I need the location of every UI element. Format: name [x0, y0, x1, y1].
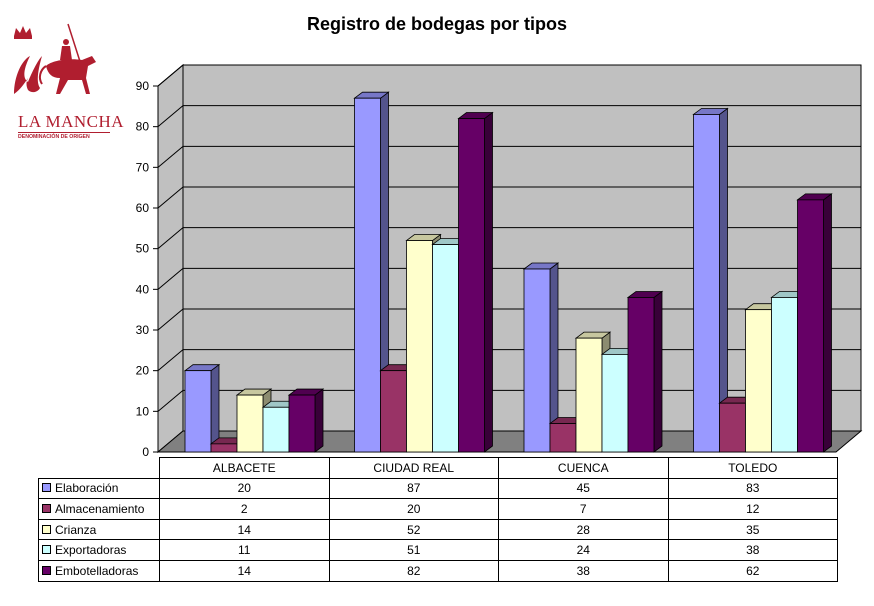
data-label: 35 — [667, 518, 838, 541]
logo-subtext: DENOMINACIÓN DE ORIGEN — [18, 132, 110, 140]
series-name: Elaboración — [55, 481, 119, 496]
bar — [457, 111, 494, 453]
legend-swatch — [42, 483, 51, 493]
bar — [353, 91, 390, 453]
y-tick-label: 40 — [136, 282, 150, 296]
legend-swatch — [42, 545, 51, 555]
data-label: 2 — [159, 498, 330, 520]
series-name: Embotelladoras — [55, 563, 139, 578]
la-mancha-logo: LA MANCHA DENOMINACIÓN DE ORIGEN — [8, 16, 124, 140]
series-name: Exportadoras — [55, 543, 127, 558]
data-label: 45 — [498, 477, 669, 500]
data-label: 38 — [667, 539, 838, 561]
table-row: Crianza 14 52 28 35 — [38, 518, 838, 541]
legend-entry: Crianza — [38, 518, 160, 541]
knight-on-horse-icon — [14, 23, 96, 94]
category-label: ALBACETE — [159, 457, 330, 479]
data-label: 12 — [667, 498, 838, 520]
bar — [183, 363, 221, 453]
legend-swatch — [42, 565, 51, 575]
grid-line — [157, 105, 861, 128]
data-label: 20 — [159, 477, 330, 500]
grid-line — [157, 227, 861, 250]
y-tick-label: 0 — [142, 445, 149, 459]
legend-entry: Elaboración — [38, 477, 160, 500]
category-label: CIUDAD REAL — [328, 457, 499, 479]
data-label: 62 — [667, 559, 838, 582]
data-label: 83 — [667, 477, 838, 500]
bar — [287, 388, 325, 453]
legend-entry: Almacenamiento — [38, 498, 160, 520]
data-label: 14 — [159, 559, 330, 582]
data-label: 14 — [159, 518, 330, 541]
legend-swatch — [42, 524, 51, 534]
y-tick-label: 80 — [136, 120, 150, 134]
legend-entry: Exportadoras — [38, 539, 160, 561]
data-label: 11 — [159, 539, 330, 561]
table-row: Elaboración 20 87 45 83 — [38, 477, 838, 500]
bar — [718, 396, 755, 453]
chart-title: Registro de bodegas por tipos — [306, 14, 568, 34]
data-label: 7 — [498, 498, 669, 520]
table-header-row: ALBACETE CIUDAD REAL CUENCA TOLEDO — [38, 457, 838, 479]
legend-entry: Embotelladoras — [38, 559, 160, 582]
y-tick-label: 30 — [136, 323, 150, 337]
y-tick-label: 60 — [136, 201, 150, 215]
bar — [522, 262, 560, 453]
data-label: 52 — [328, 518, 499, 541]
data-label: 87 — [328, 477, 499, 500]
category-label: TOLEDO — [667, 457, 838, 479]
bar — [796, 193, 833, 453]
y-tick-label: 10 — [136, 404, 150, 418]
y-tick-label: 70 — [136, 160, 150, 174]
table-row: Exportadoras 11 51 24 38 — [38, 539, 838, 561]
bars — [183, 91, 833, 453]
data-label: 20 — [328, 498, 499, 520]
y-axis-ticks: 0 10 20 30 40 50 60 70 80 90 — [136, 79, 159, 459]
y-tick-label: 90 — [136, 79, 150, 93]
grid-line — [157, 267, 861, 290]
data-label: 28 — [498, 518, 669, 541]
data-label: 24 — [498, 539, 669, 561]
data-label: 82 — [328, 559, 499, 582]
data-label: 51 — [328, 539, 499, 561]
category-label: CUENCA — [498, 457, 669, 479]
grid-line — [157, 186, 861, 209]
series-name: Almacenamiento — [55, 501, 145, 516]
table-row: Embotelladoras 14 82 38 62 — [38, 559, 838, 582]
y-tick-label: 50 — [136, 242, 150, 256]
series-name: Crianza — [55, 522, 97, 537]
data-table: ALBACETE CIUDAD REAL CUENCA TOLEDO Elaborac… — [38, 457, 838, 582]
grid-line — [157, 145, 861, 168]
logo-text: LA MANCHA — [18, 112, 125, 131]
grid-line — [157, 64, 861, 87]
table-row: Almacenamiento 2 20 7 12 — [38, 498, 838, 520]
legend-swatch — [42, 503, 51, 513]
table-corner — [38, 457, 160, 479]
bar — [692, 107, 729, 453]
y-tick-label: 20 — [136, 364, 150, 378]
data-label: 38 — [498, 559, 669, 582]
bar — [626, 290, 664, 453]
